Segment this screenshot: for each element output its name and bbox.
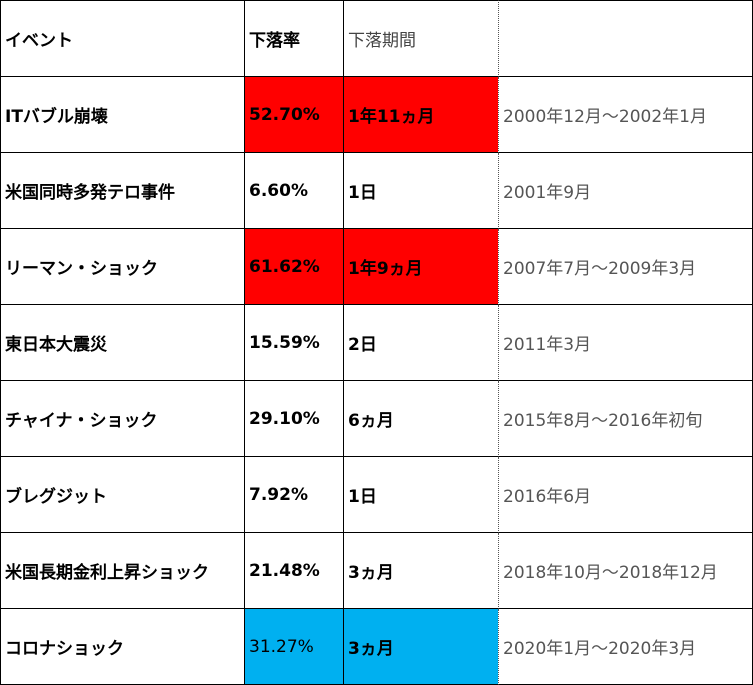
drop-rate-cell: 52.70% xyxy=(244,77,343,153)
table-row: コロナショック 31.27% 3ヵ月 2020年1月～2020年3月 xyxy=(0,609,753,685)
date-range-cell: 2018年10月～2018年12月 xyxy=(498,533,753,609)
drop-period-cell: 1年9ヵ月 xyxy=(343,229,498,305)
table-row: 東日本大震災 15.59% 2日 2011年3月 xyxy=(0,305,753,381)
date-range-cell: 2011年3月 xyxy=(498,305,753,381)
drop-period-cell: 2日 xyxy=(343,305,498,381)
date-range-cell: 2020年1月～2020年3月 xyxy=(498,609,753,685)
event-cell: 米国同時多発テロ事件 xyxy=(0,153,244,229)
event-cell: コロナショック xyxy=(0,609,244,685)
drop-period-cell: 3ヵ月 xyxy=(343,533,498,609)
table-row: 米国長期金利上昇ショック 21.48% 3ヵ月 2018年10月～2018年12… xyxy=(0,533,753,609)
drop-rate-cell: 31.27% xyxy=(244,609,343,685)
header-date-range xyxy=(498,0,753,77)
date-range-cell: 2000年12月～2002年1月 xyxy=(498,77,753,153)
table-row: ITバブル崩壊 52.70% 1年11ヵ月 2000年12月～2002年1月 xyxy=(0,77,753,153)
date-range-cell: 2015年8月～2016年初旬 xyxy=(498,381,753,457)
date-range-cell: 2016年6月 xyxy=(498,457,753,533)
drop-period-cell: 3ヵ月 xyxy=(343,609,498,685)
drop-rate-cell: 15.59% xyxy=(244,305,343,381)
drop-period-cell: 1日 xyxy=(343,153,498,229)
drop-rate-cell: 6.60% xyxy=(244,153,343,229)
drop-period-cell: 1年11ヵ月 xyxy=(343,77,498,153)
date-range-cell: 2001年9月 xyxy=(498,153,753,229)
drop-rate-cell: 61.62% xyxy=(244,229,343,305)
table-row: ブレグジット 7.92% 1日 2016年6月 xyxy=(0,457,753,533)
event-cell: 東日本大震災 xyxy=(0,305,244,381)
header-event: イベント xyxy=(0,0,244,77)
event-cell: ITバブル崩壊 xyxy=(0,77,244,153)
header-drop-rate: 下落率 xyxy=(244,0,343,77)
table-row: 米国同時多発テロ事件 6.60% 1日 2001年9月 xyxy=(0,153,753,229)
header-drop-period: 下落期間 xyxy=(343,0,498,77)
event-cell: ブレグジット xyxy=(0,457,244,533)
drop-rate-cell: 21.48% xyxy=(244,533,343,609)
table-header-row: イベント 下落率 下落期間 xyxy=(0,0,753,77)
table-row: チャイナ・ショック 29.10% 6ヵ月 2015年8月～2016年初旬 xyxy=(0,381,753,457)
date-range-cell: 2007年7月～2009年3月 xyxy=(498,229,753,305)
event-cell: 米国長期金利上昇ショック xyxy=(0,533,244,609)
event-cell: チャイナ・ショック xyxy=(0,381,244,457)
event-cell: リーマン・ショック xyxy=(0,229,244,305)
drop-period-cell: 6ヵ月 xyxy=(343,381,498,457)
table-row: リーマン・ショック 61.62% 1年9ヵ月 2007年7月～2009年3月 xyxy=(0,229,753,305)
drop-rate-cell: 29.10% xyxy=(244,381,343,457)
drop-rate-cell: 7.92% xyxy=(244,457,343,533)
drop-period-cell: 1日 xyxy=(343,457,498,533)
